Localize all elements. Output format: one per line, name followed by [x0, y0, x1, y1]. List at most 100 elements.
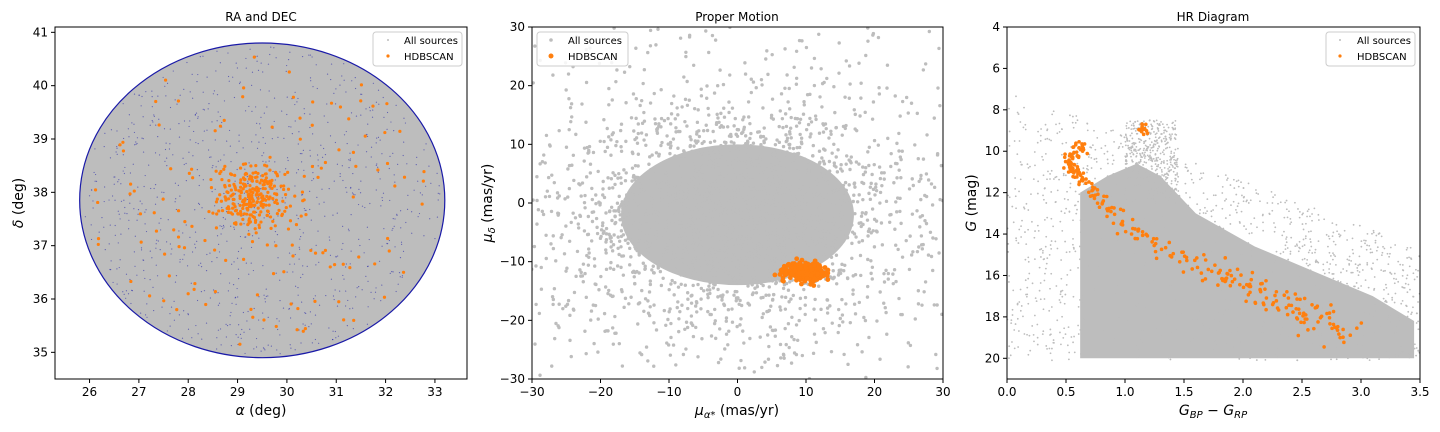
- all-sources-point: [379, 178, 381, 180]
- all-sources-point: [760, 258, 764, 262]
- all-sources-point: [836, 148, 840, 152]
- all-sources-point: [710, 233, 715, 237]
- all-sources-point: [725, 162, 730, 166]
- all-sources-point: [688, 252, 692, 256]
- all-sources-point: [749, 252, 753, 256]
- all-sources-point: [806, 160, 810, 164]
- all-sources-point: [110, 129, 113, 131]
- all-sources-point: [543, 195, 548, 199]
- all-sources-point: [367, 280, 369, 282]
- all-sources-point: [820, 81, 825, 86]
- all-sources-point: [374, 291, 377, 293]
- all-sources-point: [678, 225, 683, 229]
- all-sources-point: [1041, 155, 1043, 158]
- x-tick-label: −30: [519, 385, 544, 399]
- all-sources-point: [1302, 212, 1304, 215]
- all-sources-point: [198, 264, 200, 266]
- all-sources-point: [685, 291, 690, 295]
- all-sources-point: [733, 146, 738, 150]
- all-sources-point: [369, 202, 371, 205]
- all-sources-point: [389, 272, 391, 274]
- all-sources-point: [1090, 167, 1093, 169]
- all-sources-point: [841, 183, 846, 188]
- all-sources-point: [786, 220, 790, 225]
- all-sources-point: [349, 263, 351, 265]
- all-sources-point: [803, 157, 807, 161]
- all-sources-point: [666, 219, 670, 223]
- all-sources-point: [216, 257, 218, 259]
- all-sources-point: [751, 204, 756, 209]
- all-sources-point: [154, 203, 157, 205]
- hdbscan-point: [382, 295, 387, 299]
- all-sources-point: [641, 261, 645, 265]
- all-sources-point: [1049, 352, 1052, 355]
- all-sources-point: [212, 93, 215, 95]
- all-sources-point: [1371, 325, 1373, 328]
- all-sources-point: [937, 251, 941, 255]
- all-sources-point: [711, 186, 715, 191]
- all-sources-point: [679, 157, 683, 161]
- y-tick-label: 0: [517, 196, 525, 210]
- hdbscan-point: [804, 271, 810, 277]
- all-sources-point: [756, 153, 760, 157]
- hdbscan-point: [299, 214, 303, 218]
- hdbscan-point: [222, 118, 226, 123]
- all-sources-point: [694, 269, 699, 273]
- all-sources-point: [1400, 345, 1402, 348]
- hdbscan-point: [779, 267, 785, 272]
- all-sources-point: [789, 236, 794, 240]
- all-sources-point: [803, 312, 807, 317]
- all-sources-point: [613, 314, 617, 319]
- all-sources-point: [717, 172, 722, 176]
- all-sources-point: [619, 287, 624, 292]
- all-sources-point: [798, 296, 803, 301]
- hdbscan-point: [241, 95, 245, 99]
- all-sources-point: [1180, 304, 1183, 306]
- all-sources-point: [652, 181, 657, 186]
- all-sources-point: [326, 73, 329, 75]
- all-sources-point: [1091, 144, 1094, 146]
- all-sources-point: [726, 125, 730, 129]
- all-sources-point: [1032, 178, 1035, 181]
- all-sources-point: [1079, 298, 1081, 301]
- all-sources-point: [1136, 290, 1139, 292]
- all-sources-point: [913, 317, 917, 321]
- all-sources-point: [392, 152, 394, 155]
- all-sources-point: [920, 213, 925, 218]
- all-sources-point: [870, 207, 875, 211]
- all-sources-point: [202, 55, 204, 57]
- all-sources-point: [1257, 250, 1259, 253]
- all-sources-point: [339, 84, 341, 86]
- all-sources-point: [751, 212, 755, 217]
- all-sources-point: [738, 233, 742, 237]
- all-sources-point: [236, 168, 238, 171]
- all-sources-point: [158, 118, 160, 120]
- all-sources-point: [895, 176, 899, 180]
- all-sources-point: [298, 131, 300, 133]
- all-sources-point: [674, 363, 678, 367]
- all-sources-point: [617, 252, 621, 257]
- all-sources-point: [781, 144, 786, 149]
- all-sources-point: [129, 278, 131, 281]
- all-sources-point: [1383, 288, 1385, 291]
- all-sources-point: [607, 288, 611, 293]
- all-sources-point: [1018, 301, 1021, 303]
- all-sources-point: [395, 290, 397, 293]
- all-sources-point: [878, 357, 882, 361]
- all-sources-point: [771, 268, 776, 273]
- all-sources-point: [1061, 128, 1063, 131]
- all-sources-point: [1199, 316, 1202, 319]
- all-sources-point: [1087, 268, 1090, 271]
- all-sources-point: [916, 157, 920, 161]
- all-sources-point: [216, 50, 218, 52]
- all-sources-point: [1253, 217, 1256, 220]
- hdbscan-point: [161, 197, 165, 201]
- all-sources-point: [804, 45, 809, 50]
- panel-proper-motion: Proper Motion −30 −20 −10 0 10 20 30 −30−20−10…: [480, 10, 951, 421]
- all-sources-point: [356, 287, 358, 289]
- all-sources-point: [646, 299, 650, 303]
- all-sources-point: [1407, 283, 1410, 286]
- all-sources-point: [772, 231, 776, 236]
- all-sources-point: [766, 357, 771, 361]
- all-sources-point: [200, 265, 203, 268]
